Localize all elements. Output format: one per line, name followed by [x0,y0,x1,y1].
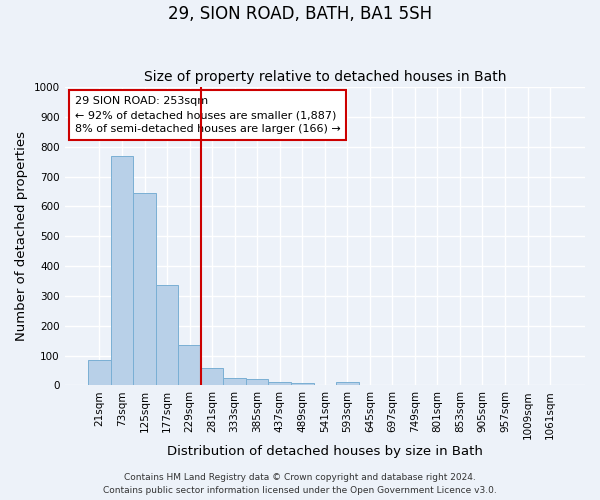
Bar [156,286,178,386]
Bar [201,368,223,386]
Title: Size of property relative to detached houses in Bath: Size of property relative to detached ho… [143,70,506,85]
Bar [223,378,246,386]
Text: 29, SION ROAD, BATH, BA1 5SH: 29, SION ROAD, BATH, BA1 5SH [168,5,432,23]
Bar [268,382,291,386]
Text: Contains HM Land Registry data © Crown copyright and database right 2024.
Contai: Contains HM Land Registry data © Crown c… [103,474,497,495]
Bar [178,345,201,386]
X-axis label: Distribution of detached houses by size in Bath: Distribution of detached houses by size … [167,444,483,458]
Bar [133,193,156,386]
Text: 29 SION ROAD: 253sqm
← 92% of detached houses are smaller (1,887)
8% of semi-det: 29 SION ROAD: 253sqm ← 92% of detached h… [75,96,341,134]
Bar [291,383,314,386]
Bar [246,380,268,386]
Y-axis label: Number of detached properties: Number of detached properties [15,132,28,342]
Bar [336,382,359,386]
Bar [111,156,133,386]
Bar [88,360,111,386]
